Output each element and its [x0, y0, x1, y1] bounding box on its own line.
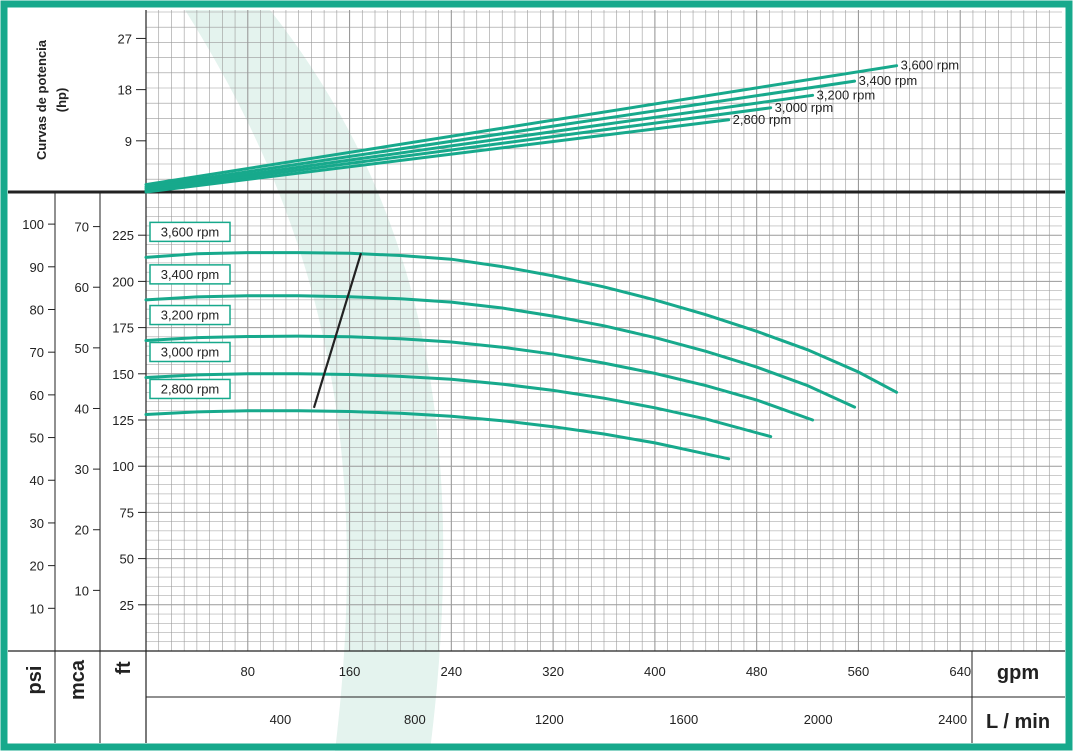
ft-tick-label: 100 [112, 459, 134, 474]
gpm-tick-label: 160 [339, 664, 361, 679]
head-curve [144, 294, 857, 409]
lmin-tick-label: 2400 [938, 712, 967, 727]
head-curve-label: 3,600 rpm [161, 224, 220, 239]
ft-tick-label: 225 [112, 228, 134, 243]
axis-ticks: 9 18 27 25 50 75 100 125 150 175 200 225 10 20 30 40 50 6… [22, 31, 971, 727]
power-axis-label: Curvas de potencia [34, 39, 49, 160]
head-curve [144, 409, 731, 461]
power-curve [144, 118, 731, 194]
lmin-tick-label: 2000 [804, 712, 833, 727]
gpm-tick-label: 80 [241, 664, 255, 679]
power-curve-label: 3,600 rpm [901, 58, 960, 73]
head-curve-label-box [149, 264, 231, 285]
psi-tick-label: 70 [30, 345, 44, 360]
gpm-unit-label: gpm [997, 662, 1039, 684]
grid [146, 10, 1062, 651]
power-unit-label: (hp) [54, 88, 69, 113]
psi-tick-label: 80 [30, 302, 44, 317]
ft-unit-label: ft [113, 661, 135, 675]
power-curve [144, 106, 773, 192]
lmin-tick-label: 800 [404, 712, 426, 727]
head-curve [144, 251, 899, 394]
mca-tick-label: 10 [75, 583, 89, 598]
gpm-tick-label: 480 [746, 664, 768, 679]
psi-tick-label: 20 [30, 559, 44, 574]
head-curve-label-box [149, 221, 231, 243]
gpm-tick-label: 400 [644, 664, 666, 679]
power-curve [144, 64, 899, 187]
mca-tick-label: 20 [75, 523, 89, 538]
power-tick-label: 9 [125, 134, 132, 149]
head-curve-label-box [149, 304, 231, 326]
gpm-tick-label: 560 [848, 664, 870, 679]
lmin-unit-label: L / min [986, 711, 1050, 733]
mca-tick-label: 60 [75, 280, 89, 295]
psi-tick-label: 10 [30, 601, 44, 616]
power-tick-label: 18 [118, 83, 132, 98]
watermark-band [185, 10, 444, 751]
gpm-tick-label: 640 [949, 664, 971, 679]
ft-tick-label: 125 [112, 413, 134, 428]
mca-tick-label: 50 [75, 341, 89, 356]
psi-unit-label: psi [24, 666, 46, 695]
head-curve [144, 372, 773, 439]
ft-tick-label: 175 [112, 321, 134, 336]
power-curve [144, 79, 857, 189]
head-curve-label: 3,200 rpm [161, 308, 220, 323]
efficiency-line [312, 252, 363, 409]
psi-tick-label: 60 [30, 388, 44, 403]
head-curve-label-box [149, 378, 231, 400]
head-curve [144, 334, 815, 422]
lmin-tick-label: 1200 [535, 712, 564, 727]
lmin-tick-label: 1600 [669, 712, 698, 727]
ft-tick-label: 50 [120, 552, 134, 567]
power-curve-label: 3,000 rpm [775, 100, 834, 115]
mca-unit-label: mca [67, 659, 89, 700]
gpm-tick-label: 240 [440, 664, 462, 679]
psi-tick-label: 40 [30, 473, 44, 488]
power-curve-label: 3,200 rpm [817, 87, 876, 102]
lmin-tick-label: 400 [270, 712, 292, 727]
head-curve-label: 2,800 rpm [161, 381, 220, 396]
background-band [185, 10, 444, 751]
mca-tick-label: 40 [75, 401, 89, 416]
ft-tick-label: 25 [120, 598, 134, 613]
mca-tick-label: 70 [75, 220, 89, 235]
power-curve-label: 2,800 rpm [733, 112, 792, 127]
ft-tick-label: 75 [120, 505, 134, 520]
ft-tick-label: 150 [112, 367, 134, 382]
power-curve-label: 3,400 rpm [859, 73, 918, 88]
psi-tick-label: 90 [30, 260, 44, 275]
power-curve [144, 93, 815, 191]
ft-tick-label: 200 [112, 274, 134, 289]
mca-tick-label: 30 [75, 462, 89, 477]
head-curve-label: 3,000 rpm [161, 344, 220, 359]
psi-tick-label: 50 [30, 431, 44, 446]
psi-tick-label: 30 [30, 516, 44, 531]
gpm-tick-label: 320 [542, 664, 564, 679]
head-curve-label: 3,400 rpm [161, 267, 220, 282]
power-tick-label: 27 [118, 31, 132, 46]
psi-tick-label: 100 [22, 217, 44, 232]
head-curve-label-box [149, 341, 231, 363]
